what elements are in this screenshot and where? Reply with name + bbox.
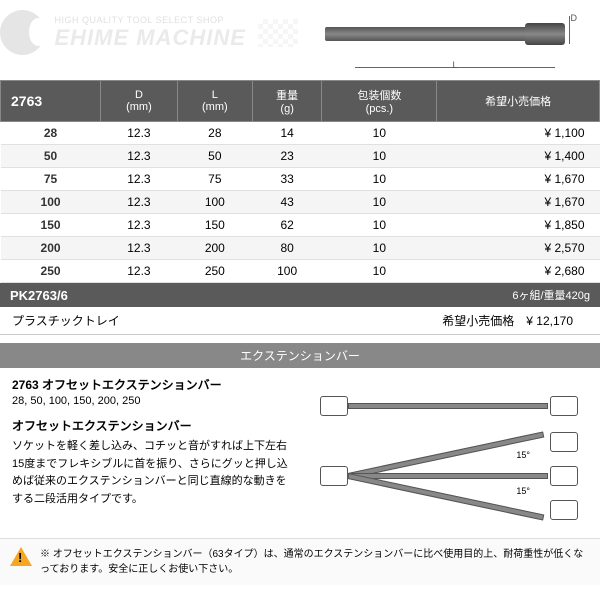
set-price: ¥ 12,170 [526,314,588,328]
table-cell: 12.3 [101,214,178,237]
table-cell: 33 [252,168,321,191]
logo-watermark: HIGH QUALITY TOOL SELECT SHOP EHIME MACH… [0,10,298,55]
table-cell: 250 [1,260,101,283]
table-cell: 200 [1,237,101,260]
warning-box: ※ オフセットエクステンションバー（63タイプ）は、通常のエクステンションバーに… [0,538,600,585]
table-cell: 10 [322,214,437,237]
table-cell: 75 [1,168,101,191]
table-cell: ¥ 1,850 [437,214,600,237]
table-row: 10012.31004310¥ 1,670 [1,191,600,214]
table-cell: 23 [252,145,321,168]
tray-row: プラスチックトレイ 希望小売価格 ¥ 12,170 [0,307,600,335]
table-row: 20012.32008010¥ 2,570 [1,237,600,260]
table-cell: 100 [177,191,252,214]
table-row: 15012.31506210¥ 1,850 [1,214,600,237]
table-cell: 250 [177,260,252,283]
table-cell: ¥ 2,570 [437,237,600,260]
usage-diagram: 15° 15° [320,388,590,528]
table-cell: 14 [252,122,321,145]
header: HIGH QUALITY TOOL SELECT SHOP EHIME MACH… [0,0,600,80]
spec-table: 2763 D (mm) L (mm) 重量 (g) 包装個数 (pcs.) 希望… [0,80,600,283]
col-price: 希望小売価格 [437,81,600,122]
extension-header: エクステンションバー [0,343,600,368]
table-cell: 12.3 [101,122,178,145]
table-row: 7512.3753310¥ 1,670 [1,168,600,191]
table-cell: 10 [322,122,437,145]
set-spec: 6ヶ組/重量420g [512,287,590,303]
col-d: D (mm) [101,81,178,122]
angle-label-2: 15° [516,486,530,496]
table-cell: ¥ 1,100 [437,122,600,145]
set-code: PK2763/6 [10,288,68,303]
table-cell: ¥ 2,680 [437,260,600,283]
table-cell: 62 [252,214,321,237]
table-cell: ¥ 1,670 [437,168,600,191]
table-cell: 43 [252,191,321,214]
table-cell: 150 [1,214,101,237]
table-row: 25012.325010010¥ 2,680 [1,260,600,283]
table-cell: 10 [322,168,437,191]
warning-icon [10,547,32,566]
table-cell: 200 [177,237,252,260]
table-cell: ¥ 1,670 [437,191,600,214]
col-pcs: 包装個数 (pcs.) [322,81,437,122]
table-cell: 50 [1,145,101,168]
set-header-bar: PK2763/6 6ヶ組/重量420g [0,283,600,307]
table-cell: 12.3 [101,191,178,214]
table-cell: 12.3 [101,260,178,283]
checkered-flag-icon [258,19,298,47]
tagline: HIGH QUALITY TOOL SELECT SHOP [54,15,245,25]
table-cell: ¥ 1,400 [437,145,600,168]
table-cell: 50 [177,145,252,168]
code-header: 2763 [1,81,101,122]
detail-section: 2763 オフセットエクステンションバー 28, 50, 100, 150, 2… [0,368,600,538]
table-cell: 12.3 [101,237,178,260]
angle-label-1: 15° [516,450,530,460]
warning-text: ※ オフセットエクステンションバー（63タイプ）は、通常のエクステンションバーに… [40,547,590,577]
dimension-l-label: L [355,60,555,68]
tray-label: プラスチックトレイ [12,312,120,329]
logo-icon [0,10,45,55]
table-header-row: 2763 D (mm) L (mm) 重量 (g) 包装個数 (pcs.) 希望… [1,81,600,122]
table-cell: 10 [322,237,437,260]
table-cell: 100 [252,260,321,283]
table-cell: 10 [322,260,437,283]
detail-text: ソケットを軽く差し込み、コチッと音がすれば上下左右15度までフレキシブルに首を振… [12,438,292,508]
col-l: L (mm) [177,81,252,122]
table-cell: 80 [252,237,321,260]
table-cell: 150 [177,214,252,237]
brand-name: EHIME MACHINE [54,25,245,51]
table-cell: 100 [1,191,101,214]
table-row: 5012.3502310¥ 1,400 [1,145,600,168]
table-cell: 28 [1,122,101,145]
table-cell: 10 [322,145,437,168]
table-cell: 10 [322,191,437,214]
col-weight: 重量 (g) [252,81,321,122]
product-diagram: D L [325,15,585,60]
table-cell: 12.3 [101,145,178,168]
table-row: 2812.3281410¥ 1,100 [1,122,600,145]
price-label: 希望小売価格 [442,314,514,328]
table-cell: 28 [177,122,252,145]
dimension-d-label: D [571,13,578,23]
table-cell: 12.3 [101,168,178,191]
table-cell: 75 [177,168,252,191]
